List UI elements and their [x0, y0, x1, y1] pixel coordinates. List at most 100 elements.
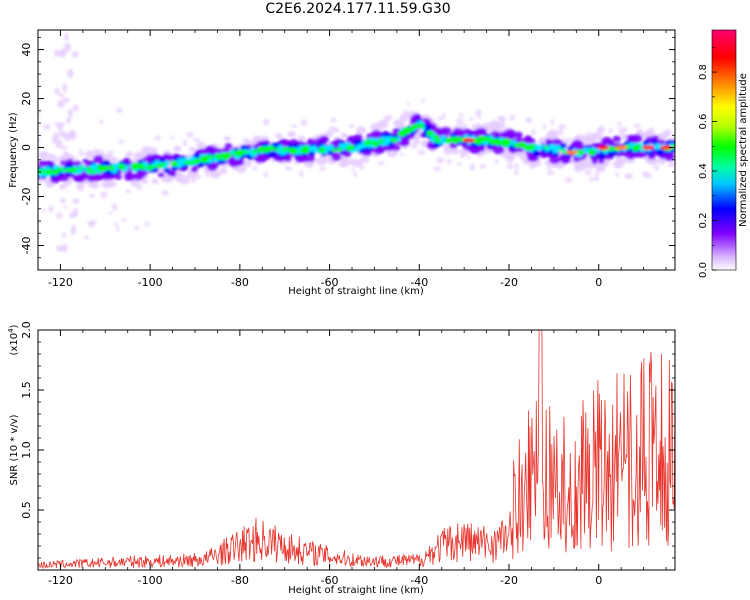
colorbar-frame — [711, 29, 737, 271]
spectrogram-noise-blob — [594, 176, 599, 182]
spectrogram-ridge-blob — [327, 144, 335, 150]
spectrogram-ridge-blob — [513, 131, 523, 139]
colorbar-cell — [712, 198, 736, 201]
snr-y-multiplier: (x104) — [7, 324, 20, 355]
colorbar-cell — [712, 162, 736, 165]
spectrogram-ridge-blob — [488, 138, 495, 143]
spectrogram-hotspot — [462, 138, 475, 143]
spectrogram-ridge-blob — [151, 153, 159, 159]
spectrogram-noise-blob — [383, 115, 391, 123]
spectrogram-noise-blob — [193, 137, 201, 142]
spectrogram-panel: -120 -100 -80 -60 -40 -20 0 -40 -20 0 20 40 Height… — [8, 29, 676, 297]
spectrogram-ridge-blob — [434, 139, 440, 143]
colorbar-cell — [712, 58, 736, 61]
spectrogram-noise-blob — [399, 152, 404, 157]
snr-x-tick-label: -20 — [500, 574, 518, 587]
spectrogram-ridge-blob — [190, 160, 196, 165]
colorbar-cell — [712, 34, 736, 37]
spectrogram-y-tick-label: 20 — [20, 92, 33, 106]
snr-y-axis: 0.5 1.0 1.5 2.0 — [20, 321, 675, 559]
spectrogram-noise-blob — [483, 122, 489, 127]
spectrogram-hotspot — [85, 169, 98, 175]
spectrogram-noise-blob — [107, 150, 115, 154]
spectrogram-ridge-blob — [52, 170, 59, 175]
spectrogram-x-tick-label: 0 — [595, 276, 602, 289]
spectrogram-ridge-blob — [149, 147, 158, 155]
spectrogram-ridge-blob — [455, 136, 463, 142]
colorbar-cell — [712, 66, 736, 69]
spectrogram-ridge-blob — [666, 139, 673, 145]
spectrogram-ridge-blob — [151, 178, 159, 185]
spectrogram-ridge-blob — [280, 149, 286, 153]
spectrogram-ridge-blob — [636, 129, 643, 134]
spectrogram-ridge-blob — [560, 157, 570, 165]
spectrogram-noise-blob — [417, 149, 426, 156]
spectrogram-ridge-blob — [413, 139, 420, 145]
spectrogram-noise-blob — [89, 221, 95, 228]
spectrogram-noise-blob — [469, 163, 476, 171]
spectrogram-ridge-blob — [157, 172, 165, 178]
spectrogram-noise-blob — [191, 178, 196, 184]
spectrogram-noise-blob — [556, 128, 564, 136]
spectrogram-noise-blob — [117, 140, 126, 144]
colorbar-cell — [712, 194, 736, 197]
spectrogram-noise-blob — [525, 117, 533, 123]
spectrogram-streak-blob — [68, 130, 77, 141]
chart-title: C2E6.2024.177.11.59.G30 — [265, 1, 451, 17]
spectrogram-noise-blob — [300, 119, 308, 127]
colorbar-cell — [712, 236, 736, 239]
colorbar-cell — [712, 190, 736, 193]
spectrogram-ridge-blob — [183, 160, 189, 165]
colorbar-cell — [712, 52, 736, 55]
spectrogram-hotspot — [642, 145, 655, 150]
spectrogram-noise-blob — [624, 173, 632, 178]
colorbar-cell — [712, 186, 736, 189]
spectrogram-ridge-blob — [538, 147, 543, 151]
colorbar-cell — [712, 82, 736, 85]
colorbar-cell — [712, 208, 736, 211]
spectrogram-ridge-blob — [154, 164, 160, 168]
spectrogram-ridge-blob — [475, 123, 483, 128]
spectrogram-ridge-blob — [244, 150, 249, 154]
colorbar-cell — [712, 104, 736, 107]
colorbar-cell — [712, 38, 736, 41]
spectrogram-ridge-blob — [483, 138, 488, 142]
colorbar-cell — [712, 178, 736, 181]
spectrogram-ridge-blob — [139, 163, 145, 167]
spectrogram-noise-blob — [164, 189, 169, 196]
spectrogram-noise-blob — [99, 119, 104, 125]
spectrogram-ridge-blob — [599, 152, 607, 158]
spectrogram-ridge-blob — [130, 179, 140, 187]
spectrogram-streak-blob — [72, 198, 80, 204]
spectrogram-noise-blob — [410, 142, 418, 149]
snr-y-label: SNR (10 * v/v) — [9, 414, 20, 485]
spectrogram-ridge-blob — [499, 131, 509, 139]
spectrogram-noise-blob — [469, 116, 474, 121]
colorbar-cell — [712, 260, 736, 263]
spectrogram-noise-blob — [348, 124, 355, 128]
colorbar-cell — [712, 126, 736, 129]
colorbar-cell — [712, 44, 736, 47]
spectrogram-ridge-blob — [549, 155, 561, 165]
colorbar-tick-label: 0.0 — [698, 262, 709, 278]
spectrogram-ridge-blob — [170, 160, 178, 167]
spectrogram-ridge-blob — [254, 154, 266, 163]
colorbar-cell — [712, 90, 736, 93]
colorbar-cell — [712, 174, 736, 177]
spectrogram-ridge-blob — [498, 122, 506, 128]
spectrogram-ridge-blob — [297, 135, 306, 142]
colorbar-cell — [712, 196, 736, 199]
spectrogram-noise-blob — [406, 102, 411, 106]
colorbar-cell — [712, 172, 736, 175]
colorbar-cell — [712, 212, 736, 215]
spectrogram-hotspot — [597, 145, 610, 150]
spectrogram-noise-blob — [436, 156, 445, 164]
colorbar-cell — [712, 238, 736, 241]
spectrogram-ridge-blob — [577, 149, 585, 155]
colorbar: 0.0 0.2 0.4 0.6 0.8 Normalized spectral ampl… — [698, 29, 749, 278]
colorbar-cell — [712, 156, 736, 159]
spectrogram-ridge-blob — [133, 151, 146, 161]
spectrogram-ridge-blob — [654, 143, 661, 149]
colorbar-cell — [712, 224, 736, 227]
spectrogram-ridge-blob — [543, 145, 549, 150]
